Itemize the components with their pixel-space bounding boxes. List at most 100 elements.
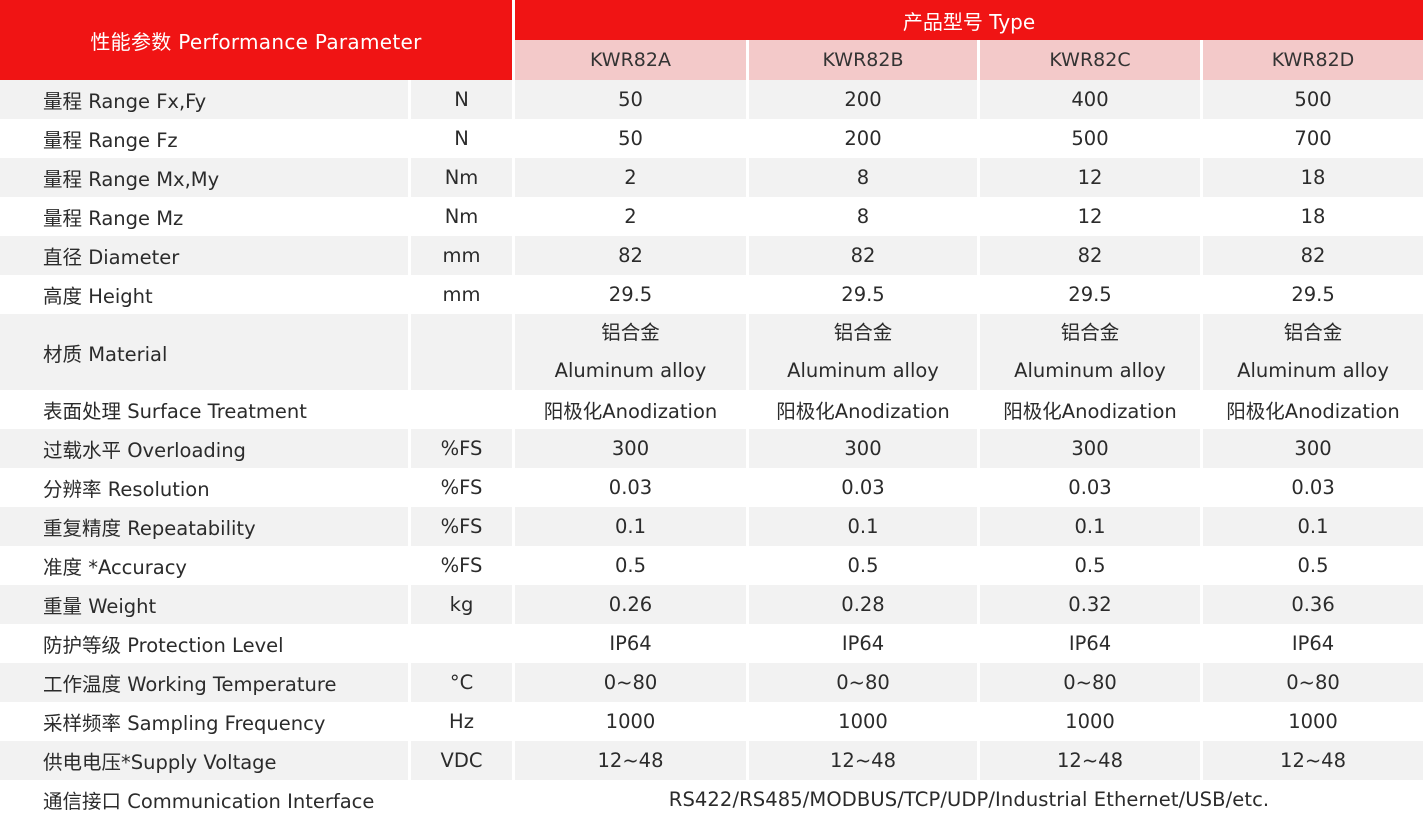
table-row: 直径 Diameter mm 82 82 82 82 <box>0 236 1423 275</box>
row-value: 50 <box>618 127 643 150</box>
type-header: 产品型号 Type <box>515 0 1423 40</box>
table-row: 供电电压*Supply Voltage VDC 12~48 12~48 12~4… <box>0 741 1423 780</box>
row-unit: Nm <box>411 158 515 197</box>
table-row: 量程 Range Fz N 50 200 500 700 <box>0 119 1423 158</box>
row-value: 500 <box>977 119 1200 158</box>
model-header: KWR82C <box>977 40 1200 80</box>
row-value: 0.32 <box>977 585 1200 624</box>
row-label: 量程 Range Mz <box>0 197 411 236</box>
material-cn: 铝合金 <box>1060 321 1120 344</box>
row-unit: %FS <box>411 546 515 585</box>
row-value: 300 <box>746 429 977 468</box>
row-value: 12~48 <box>515 741 746 780</box>
row-value: 50 <box>515 80 746 119</box>
row-value: 0~80 <box>1200 663 1423 702</box>
table-row: 重复精度 Repeatability %FS 0.1 0.1 0.1 0.1 <box>0 507 1423 546</box>
communication-interface-value: RS422/RS485/MODBUS/TCP/UDP/Industrial Et… <box>668 788 1270 811</box>
row-unit: VDC <box>411 741 515 780</box>
row-value: 1000 <box>977 702 1200 741</box>
row-value: 18 <box>1200 197 1423 236</box>
row-value: 29.5 <box>608 283 653 306</box>
row-unit: mm <box>411 236 515 275</box>
row-value: IP64 <box>977 624 1200 663</box>
row-value: 1000 <box>605 710 656 733</box>
material-cell: 铝合金 Aluminum alloy <box>1200 314 1423 390</box>
row-label: 通信接口 Communication Interface <box>0 780 411 819</box>
row-value: 0~80 <box>746 663 977 702</box>
row-unit: N <box>411 119 515 158</box>
table-row: 量程 Range Mx,My Nm 2 8 12 18 <box>0 158 1423 197</box>
row-label: 过载水平 Overloading <box>0 429 411 468</box>
row-unit: °C <box>411 663 515 702</box>
material-cell: 铝合金 Aluminum alloy <box>746 314 977 390</box>
row-label: 防护等级 Protection Level <box>0 624 411 663</box>
row-value: 2 <box>624 205 637 228</box>
row-value: 0.28 <box>746 585 977 624</box>
row-value: 0.5 <box>977 546 1200 585</box>
row-value: 阳极化Anodization <box>1200 390 1423 429</box>
row-value: 500 <box>1200 80 1423 119</box>
row-label: 重量 Weight <box>0 585 411 624</box>
row-label: 采样频率 Sampling Frequency <box>0 702 411 741</box>
row-value: 82 <box>977 236 1200 275</box>
row-value: 0.03 <box>1200 468 1423 507</box>
material-cn: 铝合金 <box>1283 321 1343 344</box>
row-label: 表面处理 Surface Treatment <box>0 390 411 429</box>
table-row: 重量 Weight kg 0.26 0.28 0.32 0.36 <box>0 585 1423 624</box>
row-label: 量程 Range Fz <box>0 119 411 158</box>
material-en: Aluminum alloy <box>554 359 707 382</box>
row-value: IP64 <box>1200 624 1423 663</box>
row-value: 8 <box>746 197 977 236</box>
row-unit: Hz <box>411 702 515 741</box>
row-value: 1000 <box>1200 702 1423 741</box>
row-label: 准度 *Accuracy <box>0 546 411 585</box>
table-row: 量程 Range Mz Nm 2 8 12 18 <box>0 197 1423 236</box>
row-value: 12~48 <box>977 741 1200 780</box>
row-unit: %FS <box>411 507 515 546</box>
row-unit: Nm <box>411 197 515 236</box>
row-value: 29.5 <box>746 275 977 314</box>
material-cell: 铝合金 Aluminum alloy <box>977 314 1200 390</box>
row-value: 300 <box>977 429 1200 468</box>
row-value: 12~48 <box>746 741 977 780</box>
row-value: 82 <box>1200 236 1423 275</box>
row-value: 0.5 <box>1200 546 1423 585</box>
row-value: 阳极化Anodization <box>746 390 977 429</box>
row-value: 2 <box>515 158 746 197</box>
table-body: 量程 Range Fx,Fy N 50 200 400 500 量程 Range… <box>0 80 1423 819</box>
row-value: 阳极化Anodization <box>977 390 1200 429</box>
table-row: 准度 *Accuracy %FS 0.5 0.5 0.5 0.5 <box>0 546 1423 585</box>
row-unit <box>411 390 515 429</box>
row-value: 0~80 <box>515 663 746 702</box>
row-unit <box>411 780 515 819</box>
row-value: 300 <box>1200 429 1423 468</box>
row-unit: mm <box>411 275 515 314</box>
table-row: 表面处理 Surface Treatment 阳极化Anodization 阳极… <box>0 390 1423 429</box>
row-value: 700 <box>1200 119 1423 158</box>
row-unit: N <box>411 80 515 119</box>
row-value: 300 <box>515 429 746 468</box>
table-row: 高度 Height mm 29.5 29.5 29.5 29.5 <box>0 275 1423 314</box>
table-row: 通信接口 Communication Interface RS422/RS485… <box>0 780 1423 819</box>
row-value: 82 <box>515 236 746 275</box>
row-value: 18 <box>1200 158 1423 197</box>
row-label: 重复精度 Repeatability <box>0 507 411 546</box>
material-en: Aluminum alloy <box>787 359 939 382</box>
row-value: IP64 <box>746 624 977 663</box>
row-unit <box>411 624 515 663</box>
material-en: Aluminum alloy <box>1237 359 1389 382</box>
table-row: 材质 Material 铝合金 Aluminum alloy 铝合金 Alumi… <box>0 314 1423 390</box>
row-value: IP64 <box>609 632 652 655</box>
material-en: Aluminum alloy <box>1014 359 1166 382</box>
row-label: 量程 Range Mx,My <box>0 158 411 197</box>
row-value: 阳极化Anodization <box>543 400 718 423</box>
table-row: 防护等级 Protection Level IP64 IP64 IP64 IP6… <box>0 624 1423 663</box>
row-value: 0.5 <box>614 554 646 577</box>
row-unit: %FS <box>411 468 515 507</box>
row-label: 材质 Material <box>0 314 411 390</box>
row-value: 0~80 <box>977 663 1200 702</box>
row-label: 工作温度 Working Temperature <box>0 663 411 702</box>
table-row: 量程 Range Fx,Fy N 50 200 400 500 <box>0 80 1423 119</box>
parameter-header: 性能参数 Performance Parameter <box>0 0 515 80</box>
model-header: KWR82B <box>746 40 977 80</box>
